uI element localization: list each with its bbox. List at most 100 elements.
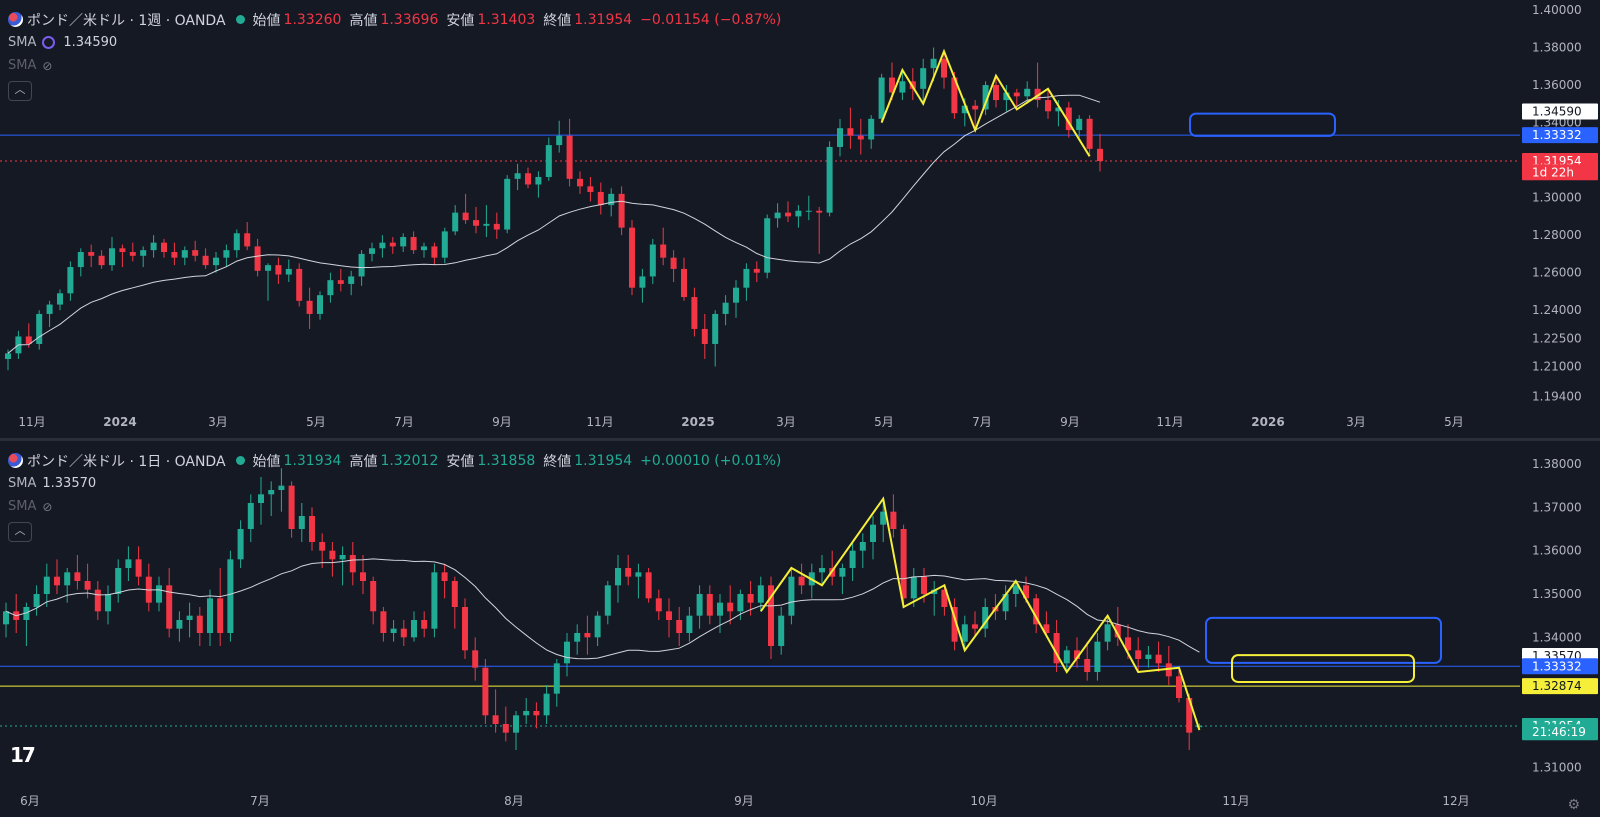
y-tick-label: 1.21000 [1532, 359, 1582, 373]
candle-body [545, 145, 552, 177]
high-value: 1.32012 [380, 452, 439, 469]
sma-line [5, 558, 1200, 660]
candle-body [36, 313, 43, 344]
candle [502, 706, 509, 742]
candle [1094, 633, 1101, 681]
price-label-text: 1d 22h [1532, 165, 1574, 179]
candle-body [504, 178, 511, 230]
candle-body [5, 353, 11, 359]
sma1-label[interactable]: SMA [8, 476, 37, 491]
y-tick-label: 1.38000 [1532, 457, 1582, 471]
collapse-legend-button[interactable]: ︿ [8, 80, 32, 101]
eye-hidden-icon[interactable]: ⊘ [42, 58, 53, 73]
candle [1114, 607, 1121, 646]
candle-body [880, 511, 887, 525]
candle [483, 205, 490, 238]
candle [670, 250, 677, 283]
candle [597, 182, 604, 215]
candle [691, 287, 698, 337]
candle [847, 107, 854, 149]
candle-body [839, 568, 846, 577]
candle [1034, 62, 1041, 108]
daily-chart-pane[interactable]: 1.38000 1.37000 1.36000 1.35000 1.34000 1.310… [0, 441, 1600, 817]
candle [98, 250, 105, 269]
pane-divider[interactable] [0, 438, 1600, 441]
candle-body [930, 58, 937, 69]
daily-chart-plot[interactable]: 1.38000 1.37000 1.36000 1.35000 1.34000 1.310… [0, 441, 1600, 817]
price-label: 1.33332 [1522, 127, 1598, 144]
candle-body [899, 81, 906, 93]
candle-body [847, 128, 854, 136]
x-tick-label: 3月 [208, 415, 228, 429]
candle-body [268, 490, 275, 495]
candle [3, 602, 9, 638]
candle [278, 468, 285, 512]
candle [768, 576, 774, 659]
sma1-value: 1.34590 [63, 35, 118, 50]
candle-body [379, 242, 386, 249]
tradingview-logo-icon[interactable]: 17 [10, 743, 36, 767]
candle-body [105, 594, 111, 612]
candle [972, 611, 978, 638]
candle [660, 227, 667, 266]
candle [23, 602, 30, 646]
candle [604, 581, 611, 625]
candle [1176, 667, 1182, 703]
candle-body [213, 257, 219, 266]
x-tick-label: 2025 [681, 415, 714, 429]
candle-body [1135, 650, 1142, 659]
sma2-label[interactable]: SMA [8, 499, 37, 514]
candle [275, 257, 282, 284]
candle-body [196, 615, 203, 633]
candle-body [645, 572, 652, 599]
candle [192, 240, 199, 262]
symbol-title[interactable]: ポンド／米ドル · 1週 · OANDA [27, 12, 226, 29]
candle-body [727, 602, 734, 612]
candle-body [764, 218, 771, 273]
symbol-title[interactable]: ポンド／米ドル · 1日 · OANDA [27, 453, 226, 470]
sma2-label[interactable]: SMA [8, 58, 37, 73]
candle-body [309, 516, 315, 542]
candle [431, 563, 438, 638]
candle [135, 546, 142, 586]
candle [982, 81, 989, 116]
candle-body [390, 628, 397, 633]
candle [161, 238, 167, 258]
candle-body [482, 667, 489, 716]
collapse-legend-button[interactable]: ︿ [8, 521, 32, 542]
candle-body [400, 237, 407, 247]
candle [125, 546, 132, 581]
candle [594, 611, 601, 646]
x-tick-label: 11月 [18, 415, 45, 429]
weekly-chart-pane[interactable]: 1.400001.380001.360001.340001.320001.300… [0, 0, 1600, 438]
candle-body [774, 212, 781, 219]
settings-gear-icon[interactable]: ⚙ [1567, 797, 1580, 813]
eye-hidden-icon[interactable]: ⊘ [42, 499, 53, 514]
candle-body [816, 210, 823, 213]
sma1-label[interactable]: SMA [8, 35, 37, 50]
candle [629, 220, 635, 296]
candle-body [254, 246, 261, 271]
candle [140, 246, 147, 268]
candle-body [298, 516, 305, 529]
candle [237, 520, 244, 568]
candle [931, 581, 938, 616]
candle [265, 263, 271, 301]
weekly-chart-plot[interactable]: 1.400001.380001.360001.340001.320001.300… [0, 0, 1600, 438]
candle-body [1033, 598, 1040, 625]
candle-body [961, 105, 968, 114]
candle-body [1114, 624, 1121, 638]
x-tick-label: 11月 [1222, 794, 1249, 808]
candle-body [795, 210, 802, 217]
candle-body [753, 268, 760, 273]
candle-body [192, 250, 199, 256]
y-tick-label: 1.19400 [1532, 389, 1582, 403]
candle-body [84, 581, 91, 590]
high-label: 高値 [349, 12, 378, 29]
candle [649, 238, 656, 284]
price-label-text: 1.33332 [1532, 128, 1582, 142]
candle-body [722, 302, 729, 314]
candle-body [691, 297, 698, 329]
x-tick-label: 9月 [492, 415, 512, 429]
candle [1084, 641, 1091, 681]
